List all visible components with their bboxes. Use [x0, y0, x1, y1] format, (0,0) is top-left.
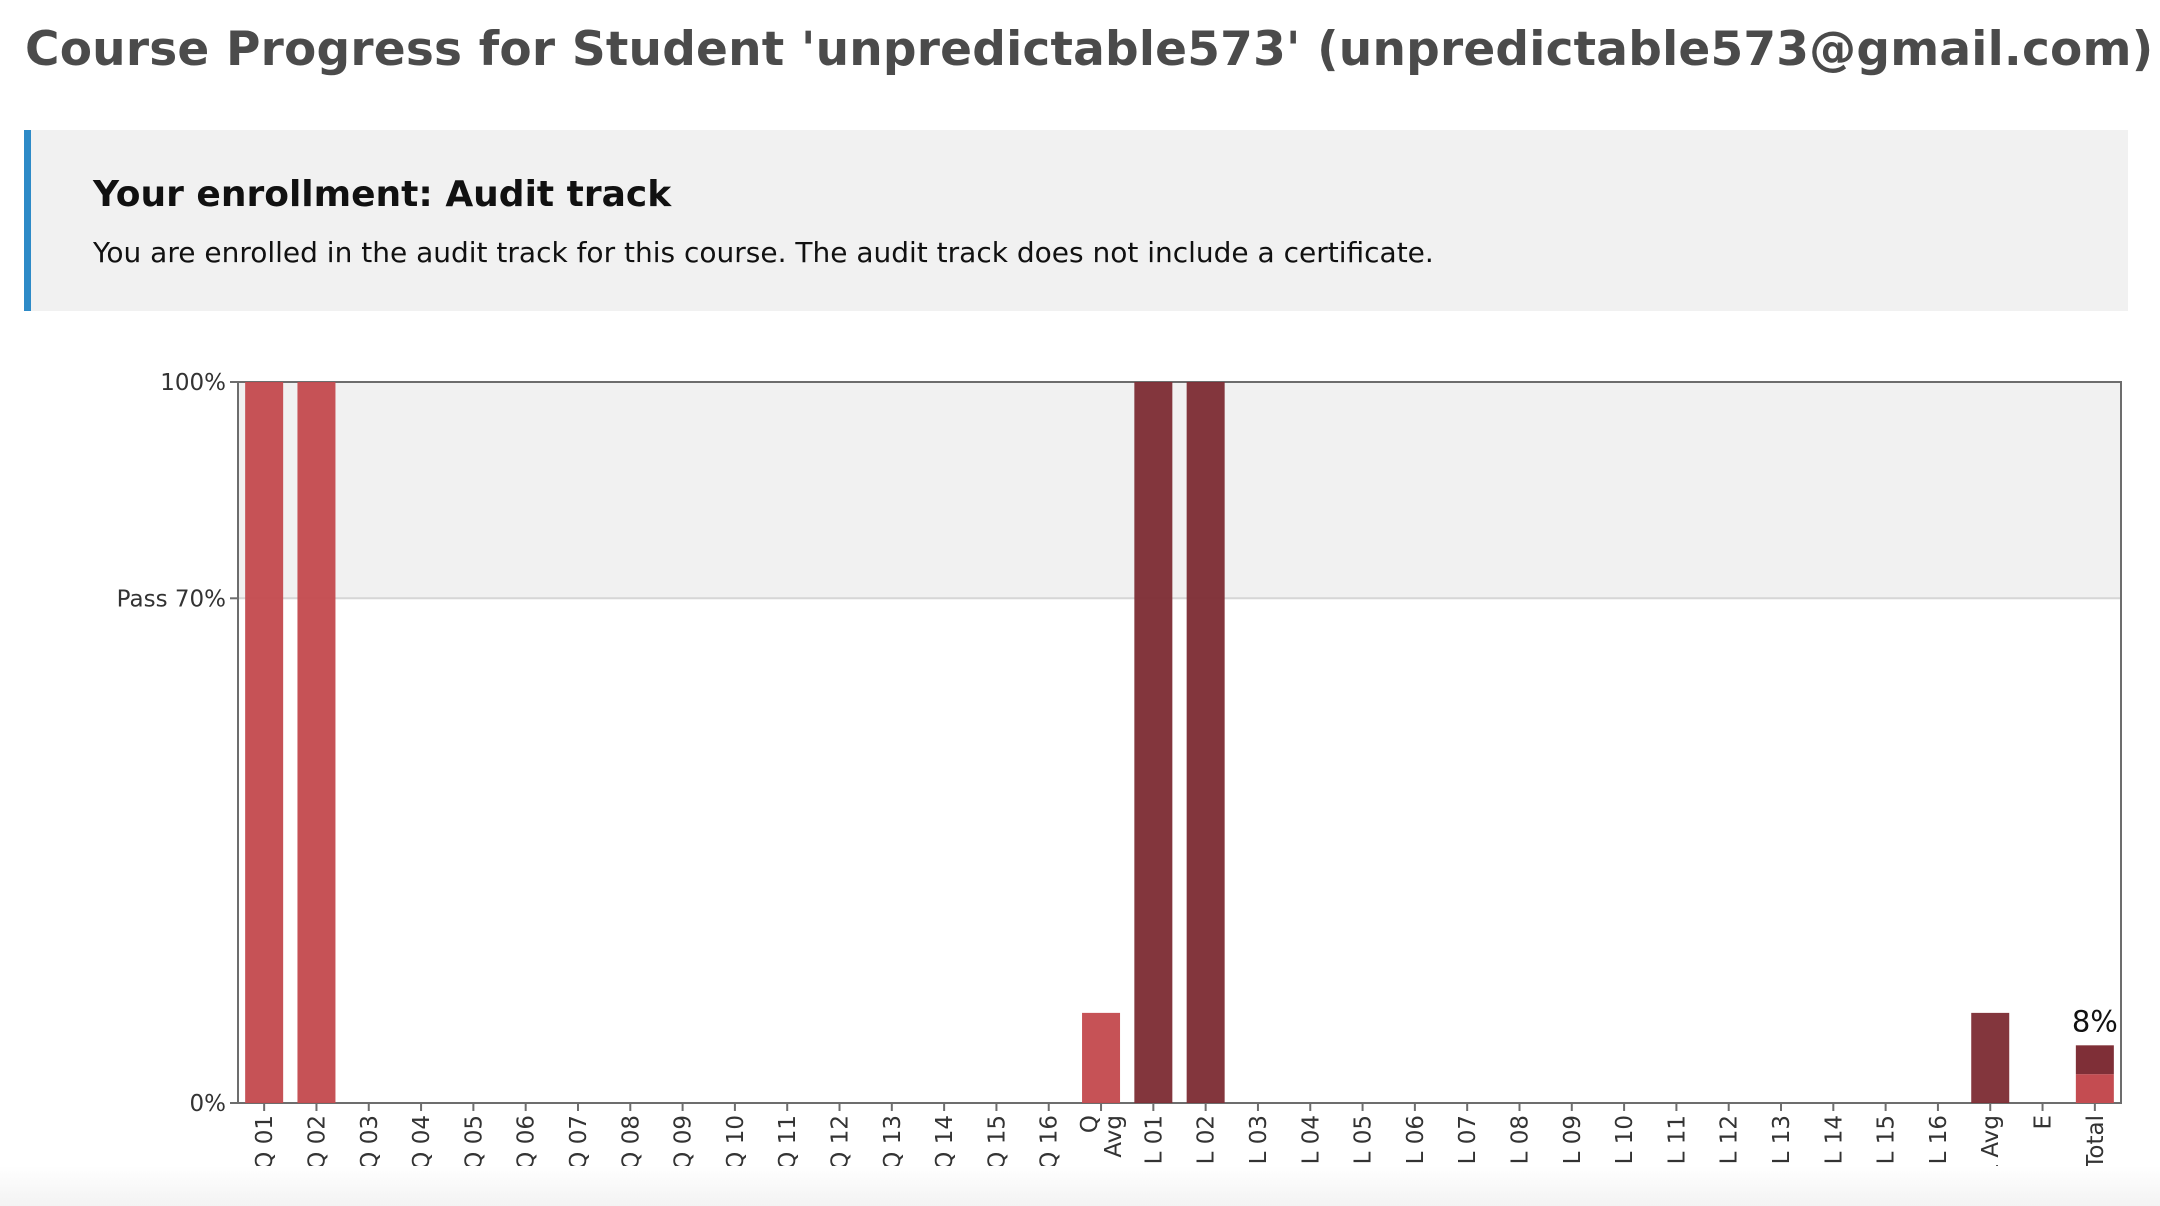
y-tick-label: Pass 70%: [117, 586, 226, 612]
x-tick-label: Q 03: [357, 1115, 383, 1170]
x-tick-label: Q 11: [775, 1115, 801, 1170]
x-tick-label: L 02: [1194, 1115, 1220, 1164]
x-tick-label: Q 07: [566, 1115, 592, 1170]
x-tick-label: L 01: [1141, 1115, 1167, 1164]
x-tick-label: L 14: [1821, 1115, 1847, 1164]
x-tick-label: L 05: [1351, 1115, 1377, 1164]
enrollment-message: You are enrolled in the audit track for …: [93, 236, 1434, 269]
enrollment-heading: Your enrollment: Audit track: [93, 174, 672, 215]
x-tick-label: Q 09: [671, 1115, 697, 1170]
x-tick-label: Q 04: [409, 1115, 435, 1170]
x-tick-label: L 16: [1926, 1115, 1952, 1164]
bar-total-quiz: [2075, 1074, 2114, 1103]
bar-q-01: [245, 382, 284, 1103]
y-tick-label: 100%: [160, 370, 226, 396]
bar-l-01: [1134, 382, 1173, 1103]
x-tick-label: QAvg: [1077, 1115, 1127, 1158]
x-tick-label: L 04: [1298, 1115, 1324, 1164]
x-tick-label: L 09: [1560, 1115, 1586, 1164]
x-tick-label: L 12: [1717, 1115, 1743, 1164]
progress-chart: 8% 100% Pass 70% 0% Q 01 Q 02 Q 03 Q 04 Q 05 Q …: [117, 370, 2122, 1178]
enrollment-notice: Your enrollment: Audit track You are enr…: [24, 130, 2128, 311]
plot-border: [237, 381, 2122, 1104]
bar-q-avg: [1082, 1012, 1121, 1103]
x-tick-label: Q 15: [984, 1115, 1010, 1170]
x-tick-label: Q 12: [828, 1115, 854, 1170]
x-tick-label: Q 13: [880, 1115, 906, 1170]
x-tick-label: Q 14: [932, 1115, 958, 1170]
bar-q-02: [297, 382, 336, 1103]
bar-total-lab: [2075, 1045, 2114, 1075]
x-tick-label: L 10: [1612, 1115, 1638, 1164]
x-tick-label: Q 10: [723, 1115, 749, 1170]
bar-l-02: [1186, 382, 1225, 1103]
x-tick-label: L 03: [1246, 1115, 1272, 1164]
page-title: Course Progress for Student 'unpredictab…: [25, 22, 2154, 77]
x-tick-label: L 07: [1455, 1115, 1481, 1164]
x-tick-label: Q 06: [514, 1115, 540, 1170]
bottom-fade: [0, 1166, 2160, 1206]
x-tick-label: Q 01: [252, 1115, 278, 1170]
total-value-label: 8%: [2072, 1004, 2118, 1038]
x-tick-label: Q 05: [461, 1115, 487, 1170]
x-tick-label: E: [2031, 1115, 2057, 1130]
x-tick-label: L 08: [1507, 1115, 1533, 1164]
pass-region: [238, 382, 2121, 599]
x-tick-label: L 06: [1403, 1115, 1429, 1164]
y-tick-label: 0%: [190, 1091, 227, 1117]
x-tick-label: Total: [2083, 1115, 2109, 1170]
x-tick-label: Q 08: [618, 1115, 644, 1170]
x-tick-label: L 11: [1664, 1115, 1690, 1164]
x-tick-label: Q 02: [304, 1115, 330, 1170]
x-tick-label: L 15: [1874, 1115, 1900, 1164]
x-tick-label: L 13: [1769, 1115, 1795, 1164]
x-tick-label: Q 16: [1037, 1115, 1063, 1170]
bar-l-avg: [1971, 1012, 2010, 1103]
